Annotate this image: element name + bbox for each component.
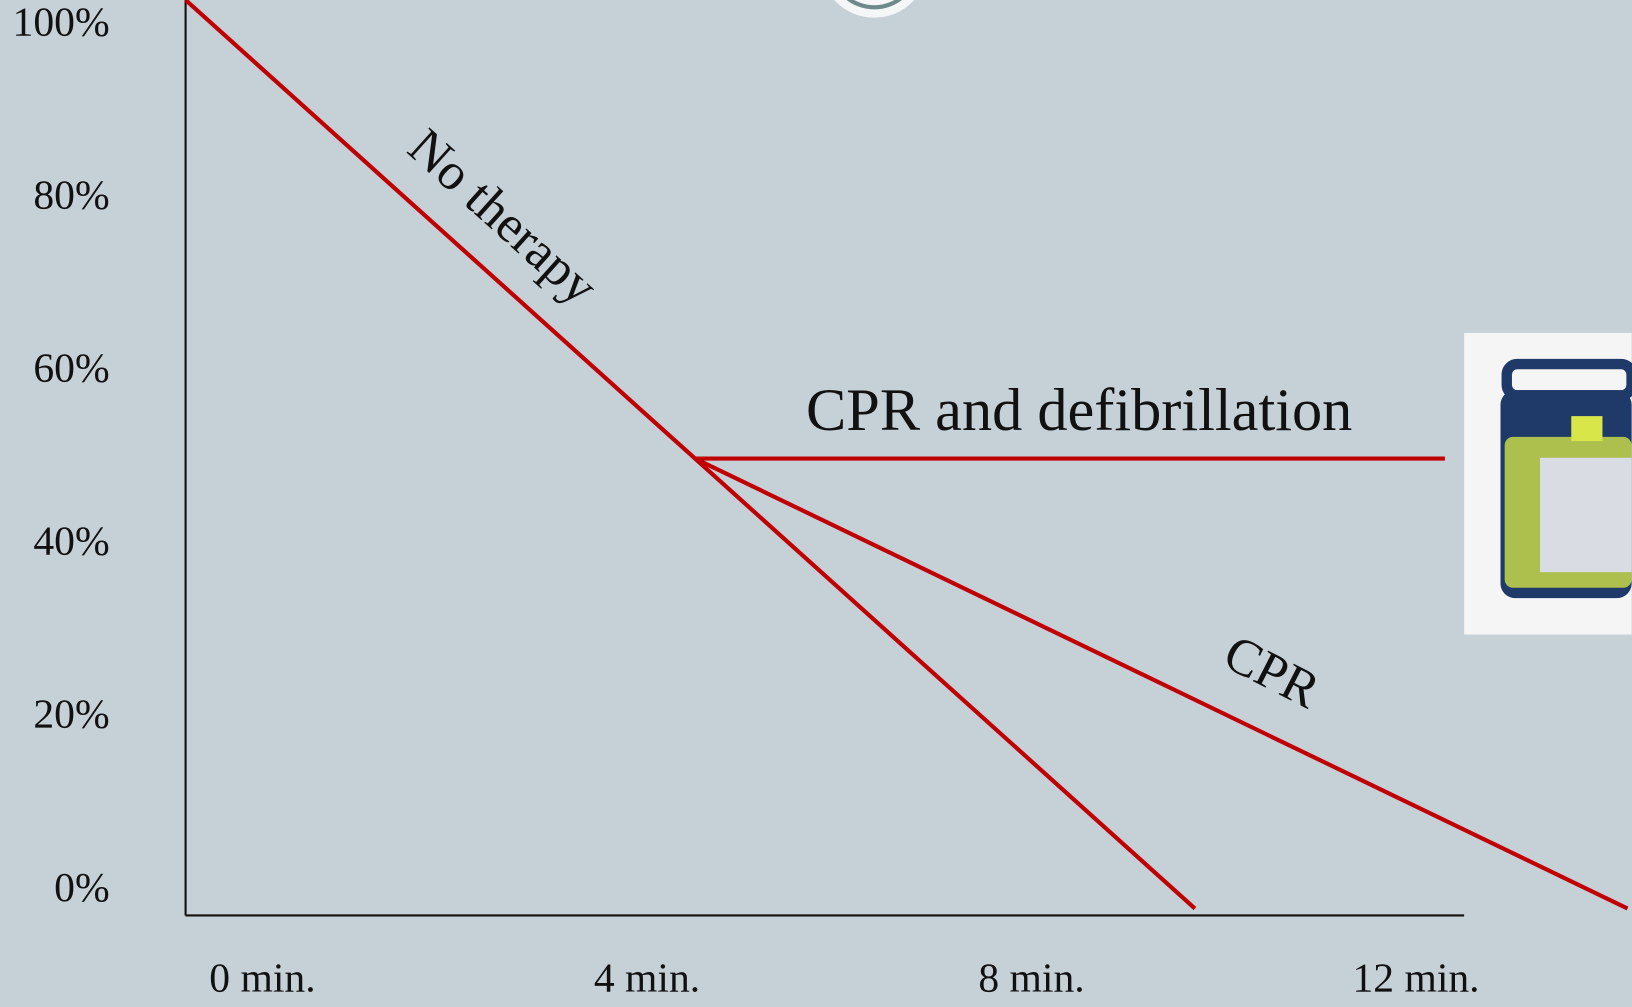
aed-photo bbox=[1464, 333, 1631, 635]
y-tick-label: 80% bbox=[33, 173, 109, 219]
y-tick-label: 60% bbox=[33, 346, 109, 392]
y-tick-label: 100% bbox=[13, 0, 110, 46]
y-tick-label: 20% bbox=[33, 692, 109, 738]
x-tick-label: 8 min. bbox=[978, 956, 1084, 1002]
y-tick-label: 0% bbox=[54, 865, 109, 911]
background bbox=[0, 0, 1631, 1007]
y-tick-label: 40% bbox=[33, 519, 109, 565]
chart: 0% 20% 40% 60% 80% 100% 0 min. 4 min. 8 min. 12 m… bbox=[0, 0, 1632, 1007]
x-tick-label: 4 min. bbox=[594, 956, 700, 1002]
series-label: CPR and defibrillation bbox=[806, 377, 1352, 444]
x-tick-label: 0 min. bbox=[209, 956, 315, 1002]
x-tick-label: 12 min. bbox=[1352, 956, 1479, 1002]
